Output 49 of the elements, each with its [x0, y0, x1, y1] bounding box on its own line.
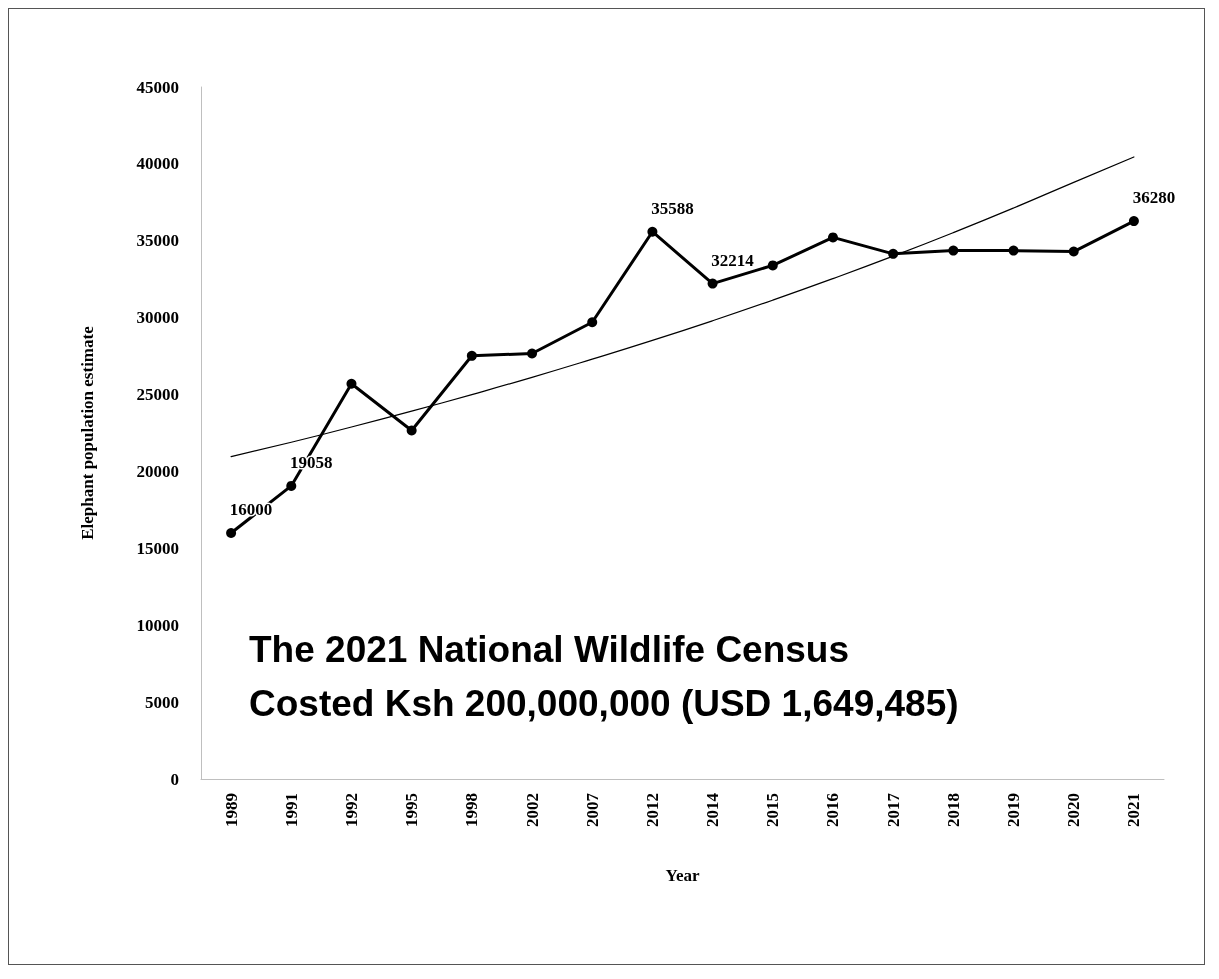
point	[286, 480, 297, 491]
point	[1008, 245, 1019, 256]
data-label: 32214	[711, 250, 755, 270]
point	[406, 425, 417, 436]
x-tick-label: 2021	[1124, 793, 1144, 827]
y-tick-label: 35000	[136, 231, 179, 251]
x-tick-label: 2007	[582, 792, 602, 827]
x-tick-label: 2018	[943, 793, 963, 827]
point	[707, 278, 718, 289]
annotation: The 2021 National Wildlife Census	[249, 629, 850, 670]
point	[948, 245, 959, 256]
point	[346, 378, 357, 389]
x-tick-label: 2012	[642, 793, 662, 827]
point	[767, 260, 778, 271]
point	[226, 527, 237, 538]
x-tick-label: 2015	[763, 793, 783, 827]
x-tick-label: 1992	[341, 793, 361, 827]
x-axis-title: Year	[665, 866, 700, 885]
point	[827, 232, 838, 243]
point	[647, 226, 658, 237]
data-label: 35588	[651, 198, 694, 218]
y-tick-label: 5000	[145, 692, 179, 712]
y-tick-label: 45000	[136, 77, 179, 97]
x-tick-label: 2020	[1064, 793, 1084, 827]
y-tick-label: 10000	[136, 615, 179, 635]
x-tick-label: 2014	[703, 792, 723, 827]
annotation: Costed Ksh 200,000,000 (USD 1,649,485)	[249, 683, 959, 724]
point	[587, 317, 598, 328]
y-tick-label: 30000	[136, 308, 179, 328]
x-tick-label: 2019	[1004, 793, 1024, 827]
y-axis-title: Elephant population estimate	[78, 325, 97, 540]
x-tick-label: 1989	[221, 793, 241, 827]
data-label: 36280	[1132, 188, 1176, 208]
point	[1128, 216, 1139, 227]
x-tick-label: 2017	[883, 792, 903, 827]
y-tick-label: 25000	[136, 385, 179, 405]
y-tick-label: 0	[170, 769, 179, 789]
point	[466, 350, 477, 361]
point	[527, 348, 538, 359]
x-tick-label: 1995	[402, 793, 422, 827]
x-tick-label: 1991	[281, 793, 301, 827]
y-tick-label: 20000	[136, 461, 179, 481]
point	[888, 248, 899, 259]
point	[1068, 246, 1079, 257]
x-tick-label: 2002	[522, 793, 542, 827]
y-tick-label: 15000	[136, 538, 179, 558]
y-tick-label: 40000	[136, 154, 179, 174]
x-tick-label: 2016	[823, 793, 843, 827]
x-tick-label: 1998	[462, 793, 482, 827]
